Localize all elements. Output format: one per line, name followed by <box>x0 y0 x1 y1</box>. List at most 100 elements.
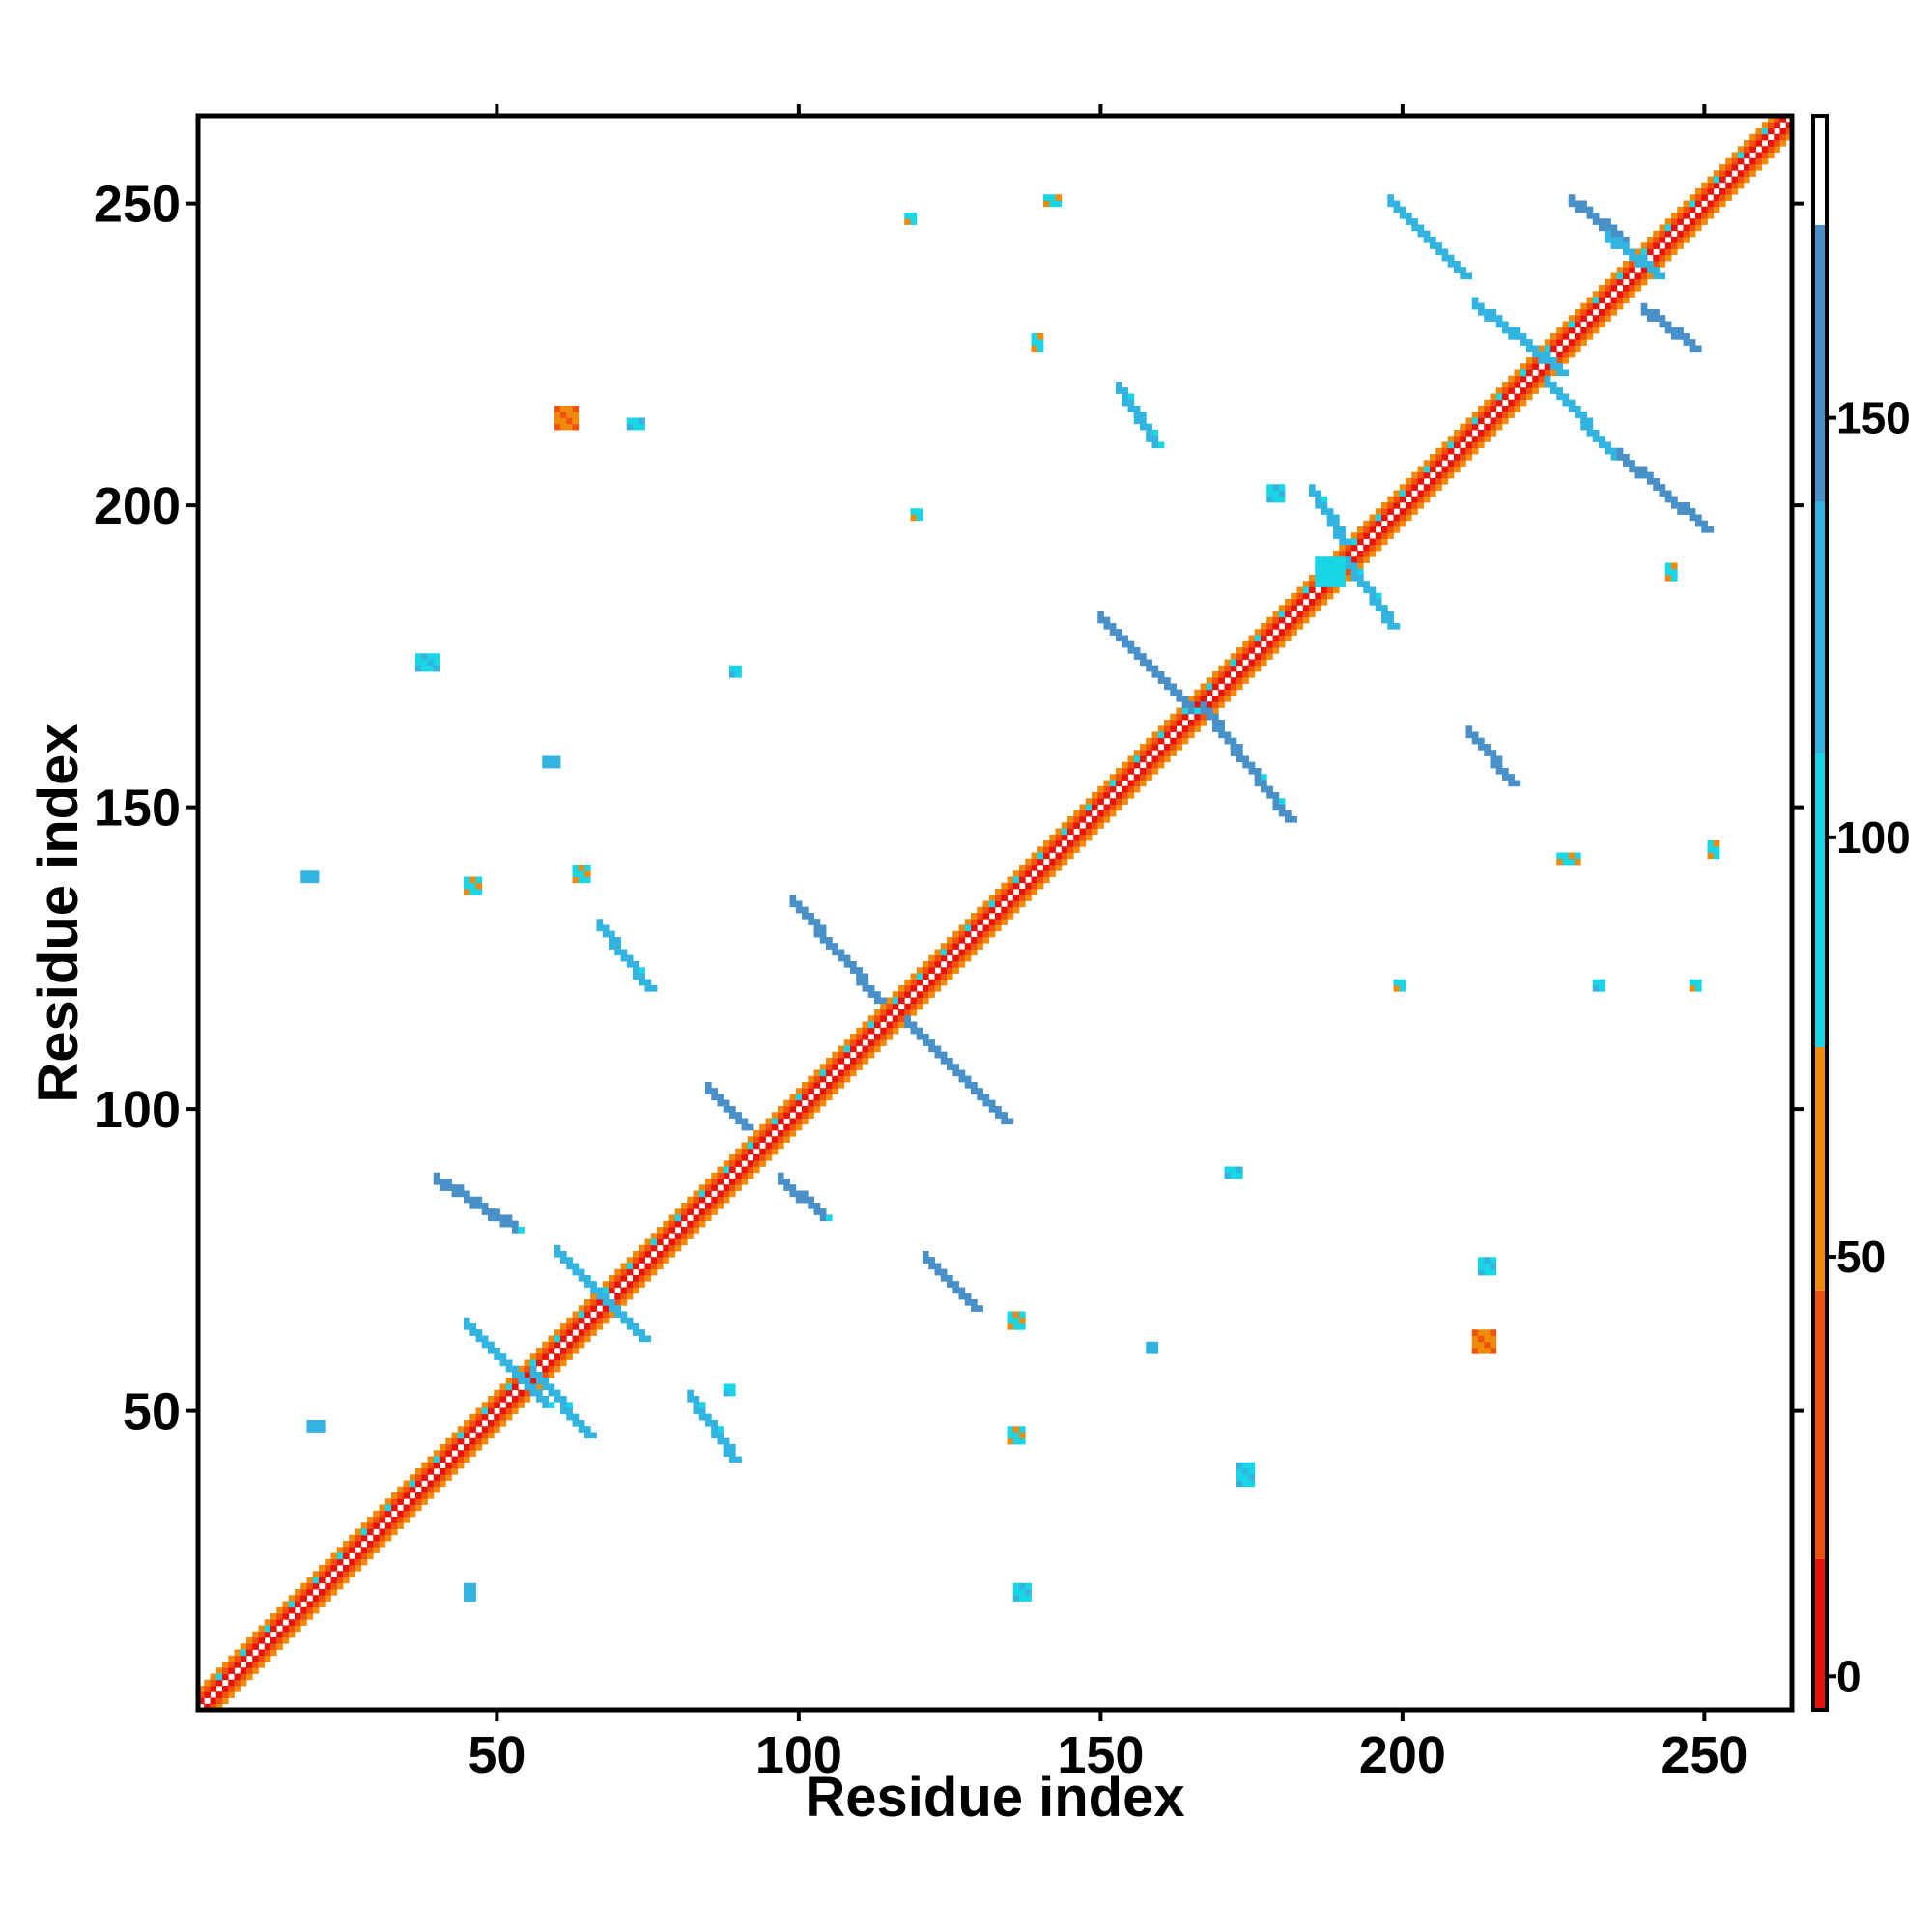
contact-segment-cell <box>947 1275 953 1282</box>
contact-segment-cell <box>1381 616 1388 624</box>
diagonal-cell <box>1435 484 1442 491</box>
contact-segment-cell <box>488 1208 495 1215</box>
contact-blob-cell <box>1562 852 1570 860</box>
diagonal-cell <box>1640 278 1648 286</box>
diagonal-cell <box>367 1547 374 1553</box>
contact-blob-cell <box>548 761 555 769</box>
contact-segment-cell <box>633 961 639 968</box>
diagonal-cell <box>488 1396 495 1403</box>
contact-segment-cell <box>1140 653 1147 660</box>
contact-segment-cell <box>572 1263 580 1270</box>
contact-segment-cell <box>620 954 628 962</box>
diagonal-cell <box>1599 291 1605 298</box>
diagonal-cell <box>349 1571 355 1577</box>
diagonal-cell <box>753 1130 760 1137</box>
diagonal-cell <box>421 1492 428 1499</box>
contact-blob-cell <box>584 870 591 877</box>
diagonal-cell <box>1610 278 1618 286</box>
diagonal-cell <box>228 1686 235 1692</box>
contact-segment-cell <box>1417 230 1425 238</box>
contact-segment-cell <box>832 943 838 950</box>
diagonal-cell <box>1333 551 1340 557</box>
diagonal-cell <box>1526 357 1533 364</box>
contact-blob-cell <box>1484 1335 1491 1343</box>
diagonal-cell <box>252 1643 259 1650</box>
diagonal-cell <box>1441 447 1449 455</box>
contact-blob-cell <box>1490 1257 1497 1264</box>
diagonal-cell <box>1629 291 1635 298</box>
diagonal-cell <box>234 1679 242 1687</box>
diagonal-cell <box>687 1233 694 1239</box>
diagonal-cell <box>488 1426 495 1433</box>
diagonal-cell <box>892 1027 899 1035</box>
diagonal-cell <box>433 1480 440 1488</box>
diagonal-cell <box>415 1492 422 1499</box>
diagonal-cell <box>560 1335 567 1343</box>
diagonal-cell <box>1146 768 1152 775</box>
diagonal-cell <box>1049 840 1056 847</box>
diagonal-cell <box>560 1329 567 1336</box>
diagonal-cell <box>886 1021 894 1029</box>
diagonal-cell <box>343 1547 350 1553</box>
contact-segment-cell <box>952 1287 959 1294</box>
contact-segment-cell <box>1695 514 1702 522</box>
diagonal-cell <box>1242 677 1249 684</box>
diagonal-cell <box>288 1625 296 1633</box>
diagonal-cell <box>1653 242 1660 249</box>
diagonal-cell <box>560 1323 567 1330</box>
diagonal-cell <box>1671 242 1678 249</box>
diagonal-cell <box>1025 889 1032 895</box>
diagonal-cell <box>1785 128 1793 135</box>
diagonal-cell <box>1659 248 1666 256</box>
diagonal-cell <box>1025 870 1032 877</box>
contact-segment-cell <box>1495 768 1503 775</box>
diagonal-cell <box>1744 146 1750 153</box>
contact-segment-cell <box>958 1075 966 1083</box>
diagonal-cell <box>923 961 929 968</box>
contact-blob-cell <box>1471 1348 1479 1354</box>
contact-segment-cell <box>1550 387 1557 394</box>
contact-blob-cell <box>1019 1582 1026 1590</box>
diagonal-cell <box>1465 430 1473 437</box>
diagonal-cell <box>1556 327 1563 334</box>
contact-segment-cell <box>1460 272 1466 280</box>
diagonal-cell <box>1019 876 1026 884</box>
diagonal-cell <box>373 1517 380 1523</box>
diagonal-cell <box>910 1003 918 1010</box>
diagonal-cell <box>1206 677 1213 684</box>
diagonal-cell <box>210 1686 217 1692</box>
contact-segment-cell <box>633 973 639 980</box>
diagonal-cell <box>1200 689 1208 696</box>
contact-segment-cell <box>1610 230 1618 238</box>
contact-segment-cell <box>789 1190 797 1198</box>
diagonal-cell <box>1659 261 1666 268</box>
diagonal-cell <box>626 1257 634 1264</box>
contact-segment-cell <box>602 1299 610 1306</box>
contact-segment-cell <box>566 1263 573 1270</box>
diagonal-cell <box>1701 213 1708 219</box>
contact-segment-cell <box>1490 761 1497 769</box>
diagonal-cell <box>995 924 1002 932</box>
contact-blob-cell <box>542 755 549 763</box>
diagonal-cell <box>934 979 942 986</box>
diagonal-cell <box>1701 188 1708 195</box>
contact-blob-cell <box>1025 1582 1032 1590</box>
colorbar-band <box>1813 116 1827 225</box>
contact-segment-cell <box>826 1214 833 1222</box>
contact-segment-cell <box>977 1088 983 1094</box>
diagonal-cell <box>1490 430 1497 437</box>
diagonal-cell <box>958 924 966 932</box>
diagonal-cell <box>916 1003 923 1010</box>
contact-segment-cell <box>1309 484 1316 491</box>
diagonal-cell <box>457 1450 465 1457</box>
contact-segment-cell <box>723 1444 730 1451</box>
contact-segment-cell <box>735 1456 742 1463</box>
diagonal-cell <box>457 1462 465 1469</box>
diagonal-cell <box>464 1432 470 1439</box>
contact-segment-cell <box>1151 671 1159 678</box>
diagonal-cell <box>367 1528 374 1536</box>
contact-segment-cell <box>934 1051 942 1059</box>
contact-segment-cell <box>1170 683 1177 691</box>
diagonal-cell <box>306 1606 314 1614</box>
contact-blob-cell <box>1490 1268 1497 1276</box>
